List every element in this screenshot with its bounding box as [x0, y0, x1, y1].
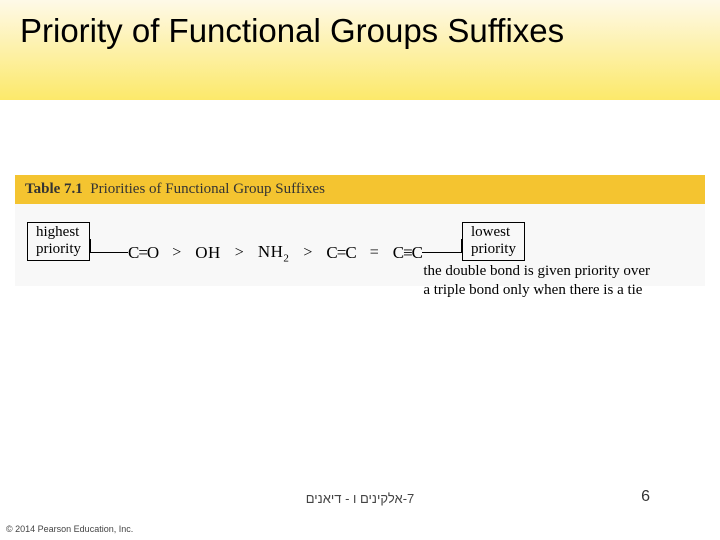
- label-text: priority: [471, 241, 516, 257]
- label-text: lowest: [471, 224, 510, 240]
- amine-text: NH: [258, 242, 284, 261]
- highest-label-wrap: highest priority: [27, 222, 90, 261]
- table-header: Table 7.1 Priorities of Functional Group…: [15, 175, 705, 204]
- amine-sub: 2: [283, 252, 289, 264]
- caption-line: the double bond is given priority over: [423, 263, 650, 279]
- group-carbonyl: C=O: [128, 243, 158, 263]
- gt-symbol: >: [172, 244, 181, 262]
- label-text: priority: [36, 241, 81, 257]
- gt-symbol: >: [235, 244, 244, 262]
- lowest-label-wrap: lowest priority: [462, 222, 525, 261]
- table-title: Priorities of Functional Group Suffixes: [90, 181, 325, 197]
- table-body: highest priority C=O > OH > NH2 > C=C = …: [15, 204, 705, 286]
- footer-center-text: 7-אלקינים ו - דיאנים: [0, 491, 720, 506]
- chemistry-sequence: C=O > OH > NH2 > C=C = C≡C: [128, 242, 422, 264]
- gt-symbol: >: [303, 244, 312, 262]
- lowest-priority-label: lowest priority: [462, 222, 525, 261]
- label-text: highest: [36, 224, 79, 240]
- copyright-text: © 2014 Pearson Education, Inc.: [6, 524, 133, 534]
- caption-line: a triple bond only when there is a tie: [423, 282, 642, 298]
- eq-symbol: =: [370, 244, 379, 262]
- slide-header: Priority of Functional Groups Suffixes: [0, 0, 720, 100]
- connector-right: [422, 252, 462, 253]
- group-amine: NH2: [258, 242, 290, 264]
- connector-left: [90, 252, 128, 253]
- page-number: 6: [641, 488, 650, 506]
- table-number: Table 7.1: [25, 181, 83, 197]
- content-area: Table 7.1 Priorities of Functional Group…: [15, 175, 705, 286]
- group-alkyne: C≡C: [393, 243, 422, 263]
- priority-caption: the double bond is given priority over a…: [423, 262, 650, 300]
- highest-priority-label: highest priority: [27, 222, 90, 261]
- group-hydroxyl: OH: [195, 243, 221, 263]
- group-alkene: C=C: [326, 243, 355, 263]
- slide-title: Priority of Functional Groups Suffixes: [20, 12, 564, 50]
- priority-row: highest priority C=O > OH > NH2 > C=C = …: [27, 222, 693, 264]
